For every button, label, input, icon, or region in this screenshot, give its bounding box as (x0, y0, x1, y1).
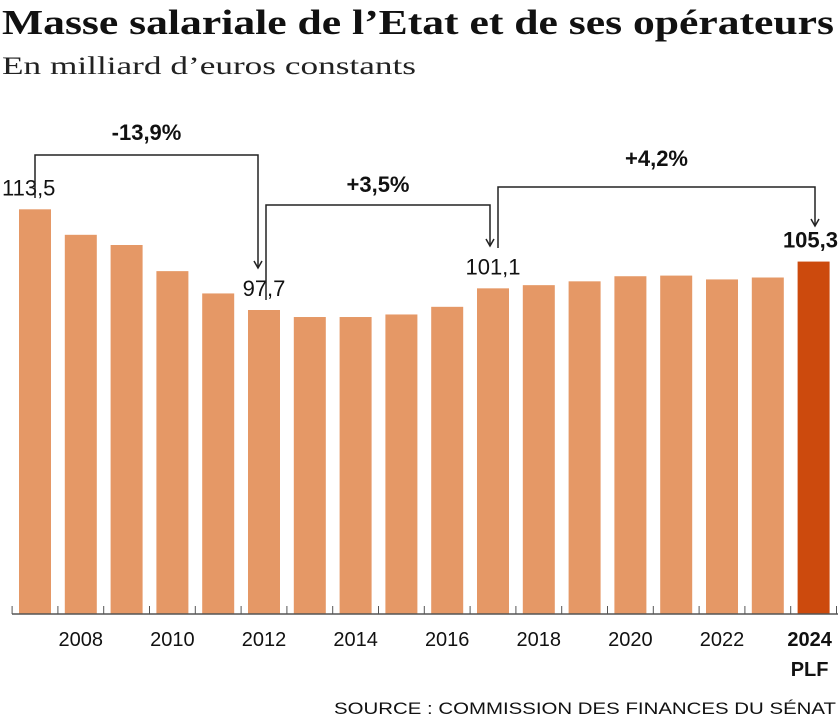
bar-2024 (797, 261, 830, 614)
x-tick-label: 2020 (608, 629, 653, 651)
x-tick-label: 2014 (333, 629, 378, 651)
change-annotation: +3,5% (347, 172, 410, 197)
bar-2009 (110, 245, 143, 614)
bar-2022 (706, 279, 738, 614)
bar-2008 (64, 234, 97, 614)
bar-2018 (522, 285, 555, 614)
bar-2013 (293, 317, 326, 614)
data-label: 113,5 (2, 175, 55, 200)
bar-2012 (248, 310, 280, 614)
source-note: SOURCE : COMMISSION DES FINANCES DU SÉNA… (334, 699, 836, 718)
bracket-line (265, 204, 491, 300)
bar-2015 (385, 314, 418, 614)
x-tick-label: 2008 (59, 629, 104, 651)
bar-2019 (568, 281, 601, 614)
bracket-line (497, 186, 816, 248)
x-tick-label: 2024 (787, 629, 832, 651)
bar-2016 (431, 306, 464, 614)
x-tick-label: 2016 (425, 629, 470, 651)
change-annotation: -13,9% (112, 120, 182, 145)
x-tick-label: 2022 (700, 629, 745, 651)
bar-2007 (19, 209, 51, 614)
x-tick-label: 2018 (517, 629, 562, 651)
bracket-line (34, 154, 259, 268)
change-annotation: +4,2% (625, 146, 688, 171)
bar-2023 (751, 277, 784, 614)
bar-2011 (202, 293, 235, 614)
chart-subtitle: En milliard d’euros constants (2, 53, 416, 80)
x-tick-label: 2012 (242, 629, 287, 651)
bar-2014 (339, 317, 372, 614)
arrow-head-icon (253, 260, 263, 270)
x-tick-label: 2010 (150, 629, 195, 651)
bar-2010 (156, 271, 189, 614)
chart-title: Masse salariale de l’Etat et de ses opér… (2, 3, 834, 42)
bar-2020 (614, 276, 647, 614)
arrow-head-icon (810, 218, 820, 228)
data-label: 101,1 (465, 254, 520, 279)
arrow-head-icon (485, 238, 495, 248)
x-tick-sublabel: PLF (791, 659, 829, 681)
data-label: 97,7 (243, 276, 286, 301)
bar-2017 (477, 288, 509, 614)
data-label: 105,3 (783, 228, 838, 253)
bar-2021 (660, 275, 693, 614)
